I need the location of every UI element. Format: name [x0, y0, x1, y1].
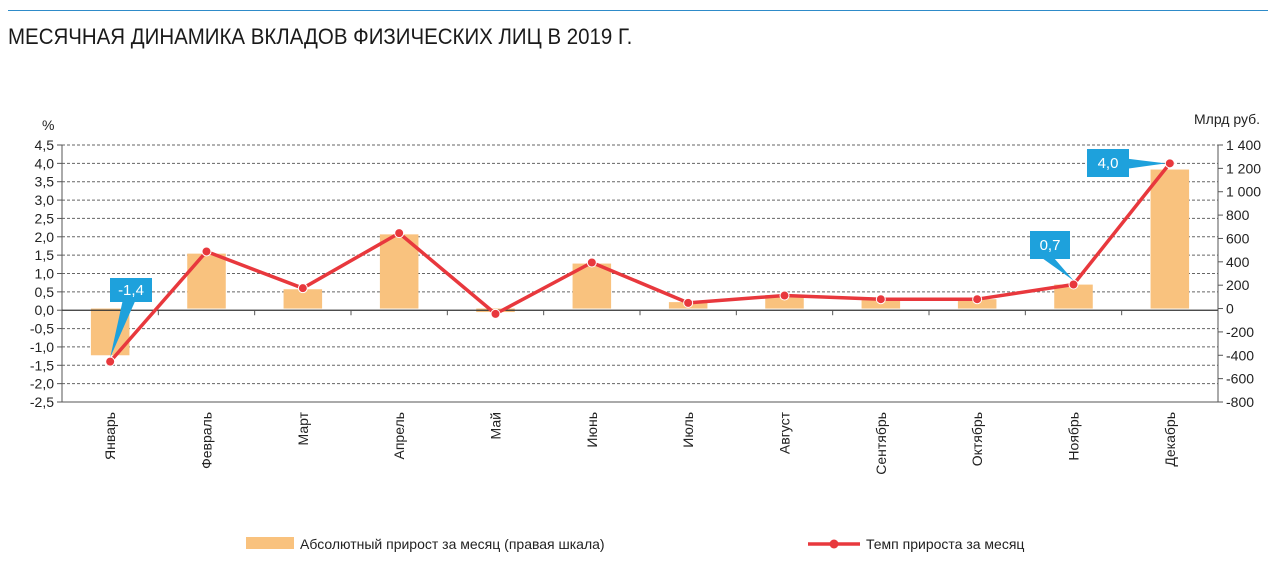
line-point-1 — [105, 356, 116, 367]
left-tick-label: 0,5 — [35, 284, 55, 300]
top-rule — [8, 10, 1268, 11]
category-label: Ноябрь — [1066, 412, 1082, 461]
right-tick-label: -400 — [1226, 347, 1254, 363]
category-label: Декабрь — [1162, 412, 1178, 467]
category-label: Март — [295, 411, 311, 445]
line-point-3 — [297, 283, 308, 294]
tick-labels: 4,5 4,0 3,5 3,0 2,5 2,0 1,5 1,0 0,5 0,0 -0,5 -1,0 -1… — [30, 111, 1261, 475]
right-tick-label: 0 — [1226, 301, 1234, 317]
category-label: Октябрь — [969, 412, 985, 466]
callout-label: 0,7 — [1040, 237, 1061, 254]
left-tick-label: 0,0 — [35, 302, 55, 318]
bar-11 — [1054, 284, 1093, 309]
legend-item-line: Темп прироста за месяц — [808, 536, 1024, 552]
bar-3 — [283, 289, 323, 309]
right-tick-label: -600 — [1226, 371, 1254, 387]
callout-box — [110, 278, 152, 302]
line-point-10 — [972, 294, 983, 305]
line-point-11 — [1068, 279, 1079, 290]
left-tick-label: -1,0 — [30, 339, 54, 355]
category-label: Сентябрь — [873, 412, 889, 475]
bars — [90, 169, 1190, 356]
left-tick-label: -1,5 — [30, 357, 54, 373]
callout-box — [1087, 149, 1129, 177]
line-path — [108, 162, 1172, 363]
category-label: Июнь — [584, 412, 600, 448]
legend-swatch-marker — [829, 539, 839, 549]
left-tick-label: -0,5 — [30, 321, 54, 337]
left-unit-label: % — [42, 117, 54, 133]
left-tick-label: 4,5 — [35, 137, 55, 153]
right-tick-label: 1 400 — [1226, 137, 1261, 153]
chart-title: МЕСЯЧНАЯ ДИНАМИКА ВКЛАДОВ ФИЗИЧЕСКИХ ЛИЦ… — [8, 24, 633, 49]
left-tick-label: 4,0 — [35, 155, 55, 171]
left-tick-label: 2,5 — [35, 210, 55, 226]
category-label: Февраль — [199, 412, 215, 469]
category-label: Август — [777, 411, 793, 454]
line-point-9 — [875, 294, 886, 305]
right-tick-label: 600 — [1226, 230, 1250, 246]
bar-4 — [379, 234, 419, 309]
callout-label: -1,4 — [118, 282, 144, 299]
bar-2 — [187, 253, 226, 309]
callout-tail — [110, 301, 136, 358]
axes — [57, 144, 1223, 403]
right-tick-label: -200 — [1226, 324, 1254, 340]
line-point-2 — [201, 246, 212, 257]
callouts: -1,4 0,7 4,0 — [110, 149, 1166, 358]
bar-8 — [765, 295, 804, 309]
callout-1: -1,4 — [110, 278, 152, 358]
left-tick-label: 1,0 — [35, 266, 55, 282]
legend: Абсолютный прирост за месяц (правая шкал… — [246, 536, 1024, 552]
right-tick-label: 200 — [1226, 277, 1250, 293]
callout-box — [1030, 231, 1070, 259]
bar-12 — [1150, 169, 1190, 309]
left-tick-label: 3,0 — [35, 192, 55, 208]
left-tick-label: 1,5 — [35, 247, 55, 263]
legend-swatch-bar — [246, 537, 294, 549]
callout-tail — [1042, 258, 1074, 281]
right-tick-label: 800 — [1226, 207, 1250, 223]
line-series — [105, 158, 1175, 367]
callout-tail — [1128, 158, 1166, 169]
line-point-7 — [683, 297, 694, 308]
grid-lines — [62, 144, 1218, 403]
category-label: Июль — [680, 412, 696, 448]
left-tick-label: 3,5 — [35, 174, 55, 190]
category-label: Апрель — [391, 412, 407, 460]
line-point-8 — [779, 290, 790, 301]
category-label: Май — [488, 412, 504, 439]
category-label: Январь — [102, 412, 118, 460]
line-point-12 — [1164, 158, 1175, 169]
legend-label-line: Темп прироста за месяц — [866, 536, 1024, 552]
right-tick-label: -800 — [1226, 394, 1254, 410]
legend-item-bars: Абсолютный прирост за месяц (правая шкал… — [246, 536, 605, 552]
right-tick-label: 400 — [1226, 254, 1250, 270]
callout-label: 4,0 — [1098, 155, 1119, 172]
left-tick-label: 2,0 — [35, 229, 55, 245]
line-point-5 — [490, 308, 501, 319]
left-tick-label: -2,0 — [30, 376, 54, 392]
legend-label-bars: Абсолютный прирост за месяц (правая шкал… — [300, 536, 605, 552]
callout-12: 4,0 — [1087, 149, 1166, 177]
line-point-6 — [586, 257, 597, 268]
callout-11: 0,7 — [1030, 231, 1074, 281]
right-tick-label: 1 000 — [1226, 184, 1261, 200]
line-point-4 — [394, 228, 405, 239]
left-tick-label: -2,5 — [30, 394, 54, 410]
right-tick-label: 1 200 — [1226, 160, 1261, 176]
right-unit-label: Млрд руб. — [1194, 111, 1260, 127]
